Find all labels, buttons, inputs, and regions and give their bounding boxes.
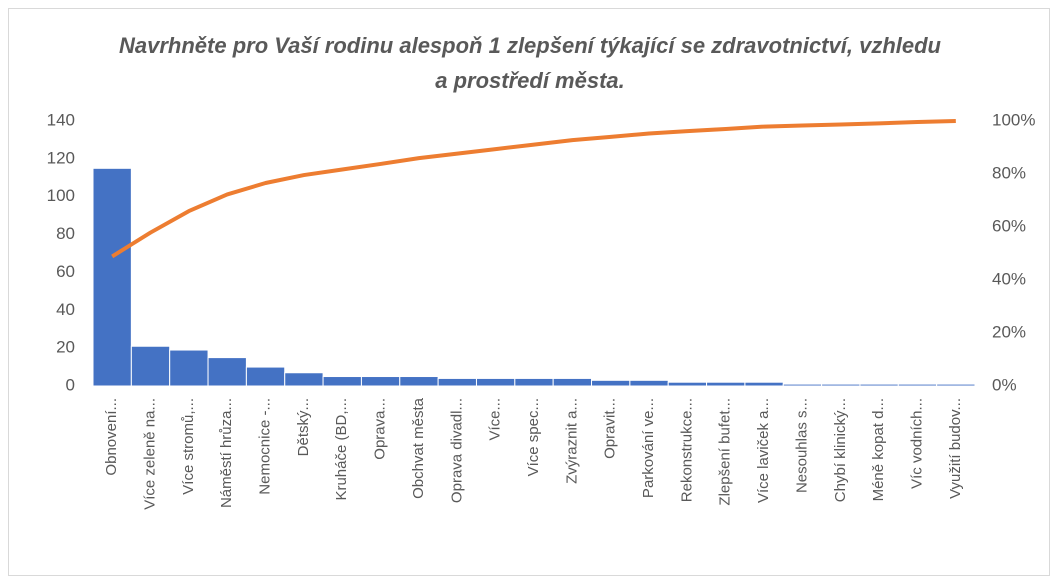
y2-tick-label: 20% [992,322,1026,341]
bar [360,376,401,387]
y2-tick-label: 80% [992,163,1026,182]
x-tick-label: Více stromů,... [180,398,197,495]
x-tick-label: Rekonstrukce... [678,398,695,502]
chart-frame [8,8,1050,576]
x-tick-label: Obnovení... [103,398,120,476]
x-tick-label: Opravit... [602,398,619,459]
y2-tick-label: 0% [992,375,1017,394]
bar [552,377,593,387]
x-tick-label: Parkování ve... [640,398,657,498]
x-tick-label: Více spec... [525,398,542,476]
chart-title: Navrhněte pro Vaší rodinu alespoň 1 zlep… [119,33,941,93]
y-tick-label: 0 [66,375,75,394]
bar [782,383,823,387]
bar [667,381,708,387]
y-tick-label: 120 [47,148,75,167]
bar [706,381,746,387]
bar [629,379,669,387]
x-tick-label: Dětský... [295,398,312,456]
y-tick-label: 100 [47,186,75,205]
x-tick-label: Kruháče (BD,... [333,398,350,501]
bar [245,366,286,387]
x-tick-label: Využití budov... [947,398,964,499]
bar [859,383,899,387]
y-tick-label: 80 [56,224,75,243]
bar [514,377,554,387]
x-tick-label: Náměstí hrůza... [218,398,235,508]
bar [744,381,784,387]
y2-tick-label: 60% [992,216,1026,235]
y-tick-label: 60 [56,262,75,281]
x-tick-label: Zvýraznit a... [563,398,580,484]
bar [169,349,209,387]
x-tick-label: Obchvat města [410,397,427,499]
x-tick-label: Více laviček a... [755,398,772,503]
x-tick-label: Víc vodních... [908,398,925,489]
bar [897,383,938,387]
cumulative-line [111,119,956,259]
y-tick-label: 140 [47,110,75,129]
x-tick-label: Oprava... [372,398,389,460]
x-tick-label: Více... [487,398,504,441]
bar [821,383,861,387]
bar [92,167,132,387]
x-tick-label: Oprava divadl... [448,398,465,503]
bar [936,383,976,387]
y-tick-label: 20 [56,338,75,357]
x-tick-label: Zlepšení bufet... [717,398,734,506]
bar [207,357,247,387]
x-tick-label: Méně kopat d... [870,398,887,501]
bar [475,377,516,387]
x-tick-label: Nemocnice -... [257,398,274,495]
y2-tick-label: 40% [992,269,1026,288]
bar [591,379,631,387]
x-tick-label: Více zeleně na... [141,398,158,510]
y2-tick-label: 100% [992,110,1035,129]
bar [284,372,324,387]
bar [437,377,477,387]
x-tick-label: Chybí klinický... [832,398,849,502]
bar [399,376,439,387]
bar [130,345,171,387]
bar [322,376,362,387]
x-tick-label: Nesouhlas s... [793,398,810,493]
y-tick-label: 40 [56,300,75,319]
